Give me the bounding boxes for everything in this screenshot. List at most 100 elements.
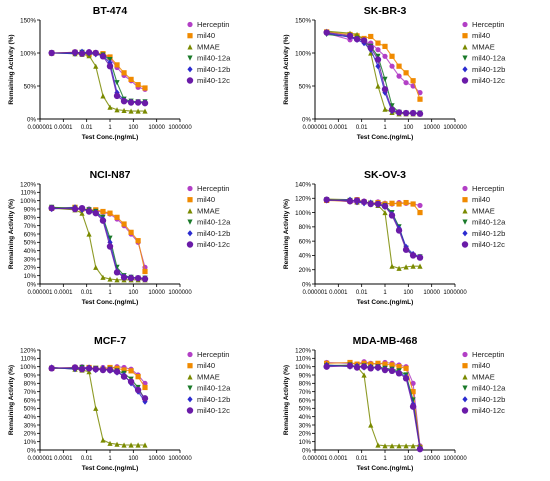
- x-tick-label: 0.0001: [54, 456, 73, 462]
- y-tick-label: 140%: [295, 181, 311, 188]
- data-point: [127, 274, 135, 282]
- data-point: [106, 62, 114, 70]
- data-point: [417, 96, 423, 102]
- data-point: [367, 365, 374, 372]
- legend-marker: [462, 230, 468, 237]
- data-point: [402, 375, 410, 382]
- legend-label: mil40-12a: [197, 218, 231, 227]
- data-point: [410, 389, 416, 395]
- y-tick-label: 100%: [295, 364, 311, 371]
- data-point: [416, 445, 424, 453]
- x-tick-label: 0.0001: [329, 290, 348, 296]
- x-tick-label: 0.0001: [329, 125, 348, 131]
- y-tick-label: 10%: [299, 439, 312, 446]
- data-point: [382, 43, 388, 49]
- x-tick-label: 1: [108, 125, 112, 131]
- legend-label: mil40-12a: [197, 384, 231, 393]
- legend-marker: [187, 351, 193, 358]
- data-point: [127, 378, 135, 385]
- y-tick-label: 20%: [24, 431, 37, 438]
- data-point: [375, 40, 381, 46]
- data-point: [388, 106, 396, 113]
- data-point: [121, 221, 127, 227]
- y-tick-label: 70%: [299, 389, 312, 396]
- data-point: [396, 364, 402, 370]
- data-point: [142, 384, 148, 391]
- chart-panel: MCF-70%10%20%30%40%50%60%70%80%90%100%11…: [8, 335, 231, 472]
- y-tick-label: 110%: [296, 356, 312, 363]
- y-tick-label: 0%: [27, 447, 36, 454]
- data-point: [353, 35, 361, 43]
- data-point: [107, 54, 113, 60]
- y-tick-label: 50%: [24, 240, 37, 247]
- x-tick-label: 100: [403, 456, 414, 462]
- data-point: [403, 80, 409, 86]
- data-point: [141, 275, 149, 283]
- data-point: [114, 214, 120, 220]
- data-point: [388, 212, 396, 219]
- legend-marker: [462, 385, 468, 391]
- legend-label: mil40-12c: [197, 76, 230, 85]
- x-tick-label: 1: [108, 290, 112, 296]
- data-point: [142, 85, 148, 91]
- data-point: [85, 49, 93, 56]
- data-point: [389, 263, 395, 269]
- chart-title: MCF-7: [94, 335, 126, 347]
- data-point: [79, 210, 85, 216]
- data-point: [135, 442, 141, 448]
- legend-marker: [461, 407, 469, 414]
- legend-marker: [187, 230, 193, 237]
- x-tick-label: 1000000: [443, 456, 467, 462]
- x-tick-label: 100: [128, 125, 139, 131]
- data-point: [128, 229, 134, 235]
- y-axis-label: Remaining Activity (%): [283, 199, 290, 269]
- data-point: [114, 277, 120, 283]
- data-point: [402, 109, 410, 117]
- data-point: [416, 254, 424, 261]
- y-tick-label: 10%: [24, 273, 37, 280]
- y-tick-label: 0%: [302, 281, 311, 288]
- legend-marker: [187, 396, 193, 403]
- data-point: [409, 252, 417, 259]
- y-tick-label: 150%: [20, 17, 36, 24]
- data-point: [409, 109, 417, 117]
- legend-label: mil40-12b: [197, 395, 230, 404]
- data-point: [395, 109, 403, 116]
- legend-marker: [187, 55, 193, 61]
- y-tick-label: 120%: [20, 181, 36, 188]
- x-tick-label: 1: [383, 125, 387, 131]
- data-point: [389, 362, 395, 368]
- chart-title: SK-BR-3: [364, 5, 407, 17]
- y-tick-label: 20%: [299, 431, 312, 438]
- legend-label: mil40-12c: [472, 240, 505, 249]
- data-point: [410, 380, 416, 386]
- data-point: [323, 363, 330, 370]
- y-tick-label: 0%: [302, 116, 311, 123]
- y-tick-label: 60%: [299, 397, 312, 404]
- data-point: [86, 231, 92, 237]
- y-tick-label: 70%: [24, 389, 37, 396]
- legend-label: MMAE: [472, 42, 495, 51]
- data-point: [396, 265, 402, 271]
- data-point: [121, 107, 127, 114]
- data-point: [107, 440, 113, 446]
- data-point: [120, 274, 128, 281]
- y-tick-label: 60%: [299, 238, 312, 245]
- legend-label: mil40-12c: [197, 406, 230, 415]
- x-tick-label: 0.01: [81, 290, 93, 296]
- legend-label: Herceptin: [472, 184, 505, 193]
- data-point: [135, 82, 141, 88]
- legend-marker: [462, 396, 468, 403]
- y-tick-label: 80%: [24, 381, 37, 388]
- data-point: [403, 199, 409, 206]
- legend-label: Herceptin: [472, 350, 505, 359]
- data-point: [410, 78, 416, 84]
- data-point: [375, 83, 381, 89]
- data-point: [382, 106, 388, 112]
- data-point: [114, 62, 120, 68]
- data-point: [375, 63, 381, 70]
- x-tick-label: 1000000: [443, 125, 467, 131]
- data-point: [360, 37, 368, 44]
- data-point: [374, 56, 382, 63]
